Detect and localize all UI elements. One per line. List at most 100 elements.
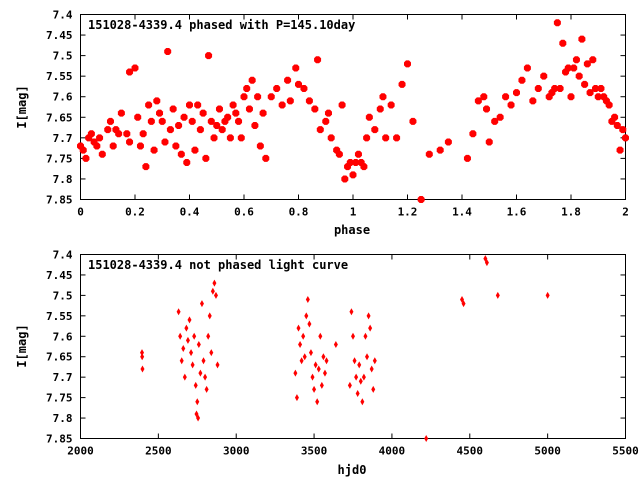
data-point bbox=[319, 381, 324, 389]
data-point bbox=[205, 52, 213, 60]
data-point bbox=[212, 279, 217, 287]
plot-frame bbox=[80, 254, 626, 439]
x-tick-label: 4500 bbox=[457, 445, 484, 458]
data-point bbox=[444, 138, 452, 146]
data-point bbox=[559, 39, 567, 47]
data-point bbox=[183, 159, 191, 166]
data-point bbox=[115, 130, 123, 138]
data-point bbox=[182, 373, 187, 381]
data-point bbox=[463, 154, 471, 162]
data-point bbox=[82, 154, 90, 162]
data-point bbox=[619, 126, 627, 134]
data-point bbox=[161, 138, 169, 146]
data-point bbox=[583, 60, 591, 68]
data-point bbox=[398, 80, 406, 88]
chart-title: 151028-4339.4 not phased light curve bbox=[88, 258, 348, 272]
data-point bbox=[169, 105, 177, 113]
data-point bbox=[207, 312, 212, 320]
data-point bbox=[202, 154, 210, 162]
y-tick-label: 7.4 bbox=[53, 9, 73, 22]
y-tick-label: 7.85 bbox=[46, 433, 73, 446]
data-point bbox=[616, 146, 624, 154]
data-point bbox=[351, 332, 355, 340]
data-point bbox=[369, 365, 374, 373]
x-tick-label: 1.2 bbox=[398, 206, 418, 219]
data-point bbox=[318, 332, 323, 340]
axis-ticks: 2000 2500 3000 3500 4000 4500 5000 5500 7.4 7.45 7… bbox=[46, 249, 639, 458]
data-point bbox=[354, 150, 362, 158]
data-point bbox=[229, 101, 237, 109]
data-point bbox=[166, 126, 174, 134]
data-point bbox=[424, 435, 429, 442]
data-point bbox=[556, 85, 564, 92]
data-point bbox=[199, 109, 207, 117]
y-tick-label: 7.45 bbox=[46, 29, 73, 42]
data-point bbox=[387, 101, 395, 109]
data-point bbox=[237, 134, 245, 142]
y-tick-label: 7.5 bbox=[53, 50, 73, 63]
data-point bbox=[172, 142, 180, 150]
data-point bbox=[98, 150, 106, 158]
data-point bbox=[352, 159, 360, 166]
data-point bbox=[131, 64, 139, 72]
data-point bbox=[393, 134, 401, 142]
data-point bbox=[79, 146, 87, 154]
data-point bbox=[436, 146, 444, 154]
data-point bbox=[485, 138, 493, 146]
data-point bbox=[567, 93, 575, 101]
y-tick-label: 7.65 bbox=[46, 351, 73, 364]
data-point bbox=[215, 105, 223, 113]
data-point bbox=[187, 316, 192, 324]
x-axis-label: phase bbox=[334, 223, 370, 237]
data-point bbox=[507, 101, 515, 109]
data-point bbox=[333, 340, 338, 348]
data-point bbox=[302, 353, 307, 361]
data-point bbox=[361, 373, 366, 381]
data-point bbox=[195, 398, 200, 406]
data-point bbox=[313, 361, 318, 369]
data-point bbox=[93, 142, 101, 150]
data-point bbox=[184, 324, 189, 332]
data-point bbox=[365, 353, 370, 361]
y-tick-label: 7.85 bbox=[46, 194, 73, 207]
y-tick-label: 7.8 bbox=[53, 412, 73, 425]
data-point bbox=[304, 312, 309, 320]
data-point bbox=[240, 93, 248, 101]
data-point bbox=[513, 89, 520, 97]
data-point bbox=[198, 369, 203, 377]
data-point bbox=[296, 324, 301, 332]
data-point bbox=[278, 101, 286, 109]
data-point bbox=[301, 332, 306, 340]
data-point bbox=[177, 150, 185, 158]
data-point bbox=[293, 369, 298, 377]
data-point bbox=[134, 113, 142, 121]
data-point bbox=[316, 365, 321, 373]
data-point bbox=[376, 105, 384, 113]
data-point bbox=[551, 85, 559, 92]
data-point bbox=[210, 287, 215, 295]
data-point bbox=[196, 126, 204, 134]
data-point bbox=[199, 300, 204, 308]
data-point bbox=[158, 117, 166, 125]
data-point bbox=[235, 117, 243, 125]
x-tick-label: 5500 bbox=[612, 445, 639, 458]
data-point bbox=[484, 259, 489, 267]
data-point bbox=[581, 80, 589, 88]
data-point bbox=[294, 394, 299, 402]
data-point bbox=[273, 85, 281, 92]
data-point bbox=[104, 126, 112, 134]
data-point bbox=[341, 175, 349, 183]
data-point bbox=[245, 105, 253, 113]
data-point bbox=[371, 126, 379, 134]
data-point bbox=[310, 373, 315, 381]
data-point bbox=[495, 291, 500, 299]
data-point bbox=[483, 105, 491, 113]
data-point bbox=[315, 398, 320, 406]
data-point bbox=[156, 109, 164, 117]
unphased-light-curve-chart: 151028-4339.4 not phased light curve hjd… bbox=[15, 249, 639, 478]
data-point bbox=[213, 291, 218, 299]
y-tick-label: 7.6 bbox=[53, 91, 73, 104]
data-point bbox=[140, 353, 145, 361]
data-point bbox=[251, 122, 259, 129]
